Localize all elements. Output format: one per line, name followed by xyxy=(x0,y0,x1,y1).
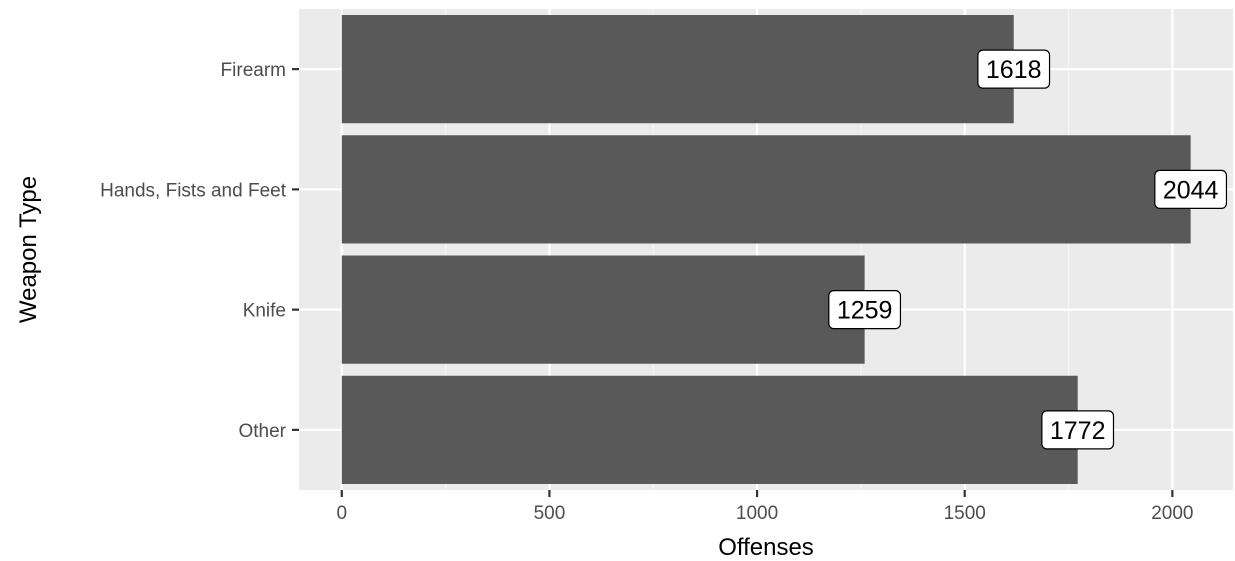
y-tick-label: Firearm xyxy=(221,60,286,81)
data-label-box xyxy=(1154,169,1228,209)
x-axis-title: Offenses xyxy=(718,534,814,561)
bar xyxy=(341,135,1191,244)
x-tick-label: 0 xyxy=(336,503,347,524)
data-label: 1259 xyxy=(828,290,902,330)
x-axis: 0 500 1000 1500 2000 xyxy=(336,490,1194,524)
data-label: 2044 xyxy=(1154,169,1228,209)
data-label-box xyxy=(1041,410,1115,450)
data-label-box xyxy=(977,49,1051,89)
data-label-value: 1259 xyxy=(837,297,893,325)
y-tick-label: Knife xyxy=(243,301,286,322)
data-label-value: 1772 xyxy=(1050,417,1106,445)
bar xyxy=(341,15,1014,124)
data-label-value: 2044 xyxy=(1163,176,1219,204)
data-label-box xyxy=(828,290,902,330)
x-tick-label: 500 xyxy=(534,503,566,524)
data-label: 1772 xyxy=(1041,410,1115,450)
data-labels: 1618 2044 1259 1772 xyxy=(828,49,1228,450)
y-tick-label: Other xyxy=(238,421,286,442)
data-label: 1618 xyxy=(977,49,1051,89)
y-axis-title: Weapon Type xyxy=(15,176,42,323)
x-tick-label: 2000 xyxy=(1151,503,1193,524)
bar xyxy=(341,255,865,364)
y-tick-label: Hands, Fists and Feet xyxy=(100,180,287,201)
y-axis: Firearm Hands, Fists and Feet Knife Other xyxy=(100,60,299,442)
data-label-value: 1618 xyxy=(986,56,1042,84)
x-tick-label: 1500 xyxy=(944,503,986,524)
x-tick-label: 1000 xyxy=(736,503,778,524)
bar xyxy=(341,375,1078,484)
bars xyxy=(341,15,1191,484)
